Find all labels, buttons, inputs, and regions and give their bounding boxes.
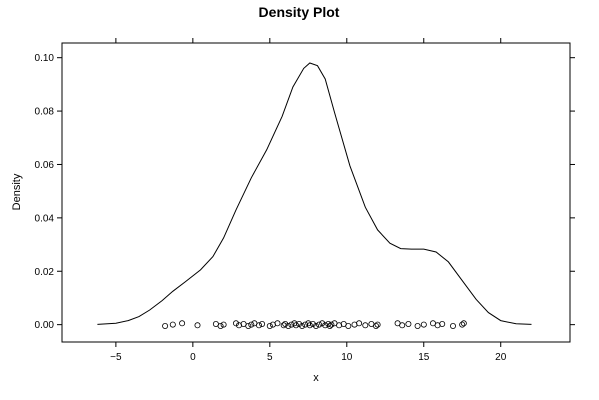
data-point: [232, 320, 239, 327]
rug-points: [162, 320, 467, 329]
y-tick-label: 0.08: [35, 107, 55, 118]
y-axis-label: Density: [11, 173, 23, 210]
data-point: [414, 322, 421, 329]
data-point: [282, 320, 289, 327]
data-point: [305, 320, 312, 327]
data-point: [291, 320, 298, 327]
x-axis: −5 0 5 10 15 20: [110, 38, 507, 363]
x-tick-label: 15: [418, 352, 430, 363]
data-point: [296, 320, 303, 327]
data-point: [220, 321, 227, 328]
data-point: [449, 322, 456, 329]
y-axis: 0.00 0.02 0.04 0.06 0.08 0.10: [35, 53, 575, 331]
data-point: [372, 322, 379, 329]
data-point: [280, 322, 287, 329]
x-tick-label: 10: [341, 352, 353, 363]
y-tick-label: 0.02: [35, 267, 55, 278]
density-curve: [97, 62, 532, 325]
data-point: [292, 322, 299, 329]
x-axis-label: x: [313, 372, 319, 384]
data-point: [328, 321, 335, 328]
data-point: [325, 320, 332, 327]
data-point: [322, 322, 329, 329]
plot-frame: [61, 42, 571, 343]
y-tick-label: 0.06: [35, 160, 55, 171]
y-tick-label: 0.04: [35, 213, 55, 224]
data-point: [255, 322, 262, 329]
data-point: [302, 321, 309, 328]
data-point: [362, 322, 369, 329]
y-tick-label: 0.10: [35, 53, 55, 64]
data-point: [248, 321, 255, 328]
x-tick-label: −5: [110, 352, 122, 363]
data-point: [399, 322, 406, 329]
x-tick-label: 5: [267, 352, 273, 363]
data-point: [266, 322, 273, 329]
data-point: [306, 322, 313, 329]
data-point: [439, 320, 446, 327]
data-point: [319, 320, 326, 327]
data-point: [245, 322, 252, 329]
data-point: [316, 321, 323, 328]
x-tick-label: 20: [495, 352, 507, 363]
data-point: [460, 320, 467, 327]
data-point: [459, 321, 466, 328]
x-tick-label: 0: [190, 352, 196, 363]
data-point: [345, 322, 352, 329]
data-point: [312, 322, 319, 329]
chart-title: Density Plot: [259, 4, 340, 20]
data-point: [374, 321, 381, 328]
data-point: [420, 321, 427, 328]
data-point: [309, 320, 316, 327]
data-point: [179, 320, 186, 327]
data-point: [285, 322, 292, 329]
data-point: [356, 320, 363, 327]
data-point: [217, 322, 224, 329]
data-point: [288, 321, 295, 328]
data-point: [405, 320, 412, 327]
data-point: [274, 320, 281, 327]
data-point: [299, 322, 306, 329]
data-point: [326, 322, 333, 329]
data-point: [162, 322, 169, 329]
data-point: [169, 321, 176, 328]
data-point: [194, 322, 201, 329]
data-point: [259, 320, 266, 327]
y-tick-label: 0.00: [35, 320, 55, 331]
